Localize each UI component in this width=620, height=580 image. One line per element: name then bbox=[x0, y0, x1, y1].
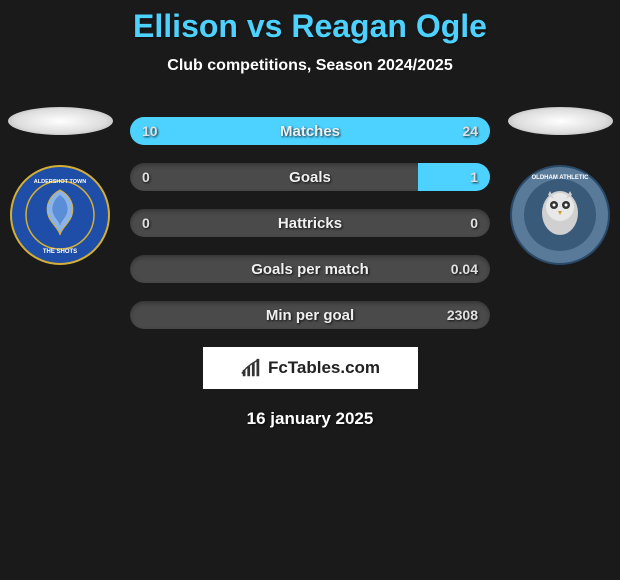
left-club-badge: ALDERSHOT TOWN THE SHOTS bbox=[10, 165, 110, 265]
page-title: Ellison vs Reagan Ogle bbox=[0, 0, 620, 45]
stat-row: 0 Goals 1 bbox=[130, 163, 490, 191]
stat-label: Matches bbox=[280, 123, 340, 140]
stat-label: Min per goal bbox=[266, 307, 354, 324]
subtitle: Club competitions, Season 2024/2025 bbox=[0, 57, 620, 75]
stat-value-left: 10 bbox=[142, 123, 158, 139]
stat-row: Min per goal 2308 bbox=[130, 301, 490, 329]
stat-value-left: 0 bbox=[142, 169, 150, 185]
stat-value-right: 1 bbox=[470, 169, 478, 185]
bar-fill-right bbox=[234, 117, 490, 145]
bar-fill-right bbox=[418, 163, 490, 191]
stat-row: 10 Matches 24 bbox=[130, 117, 490, 145]
svg-text:THE SHOTS: THE SHOTS bbox=[43, 249, 77, 255]
aldershot-badge-icon: ALDERSHOT TOWN THE SHOTS bbox=[10, 165, 110, 265]
svg-text:ALDERSHOT TOWN: ALDERSHOT TOWN bbox=[34, 179, 86, 185]
stat-row: Goals per match 0.04 bbox=[130, 255, 490, 283]
stat-value-right: 24 bbox=[462, 123, 478, 139]
oldham-badge-icon: OLDHAM ATHLETIC bbox=[510, 165, 610, 265]
right-player-col: OLDHAM ATHLETIC bbox=[500, 107, 620, 265]
right-club-badge: OLDHAM ATHLETIC bbox=[510, 165, 610, 265]
brand-box[interactable]: FcTables.com bbox=[203, 347, 418, 389]
date-label: 16 january 2025 bbox=[0, 409, 620, 429]
stats-bars: 10Matches240Goals10Hattricks0Goals per m… bbox=[130, 117, 490, 329]
player-photo-placeholder-right bbox=[508, 107, 613, 135]
stat-row: 0 Hattricks 0 bbox=[130, 209, 490, 237]
left-player-col: ALDERSHOT TOWN THE SHOTS bbox=[0, 107, 120, 265]
stat-value-right: 0 bbox=[470, 215, 478, 231]
stat-value-left: 0 bbox=[142, 215, 150, 231]
brand-text: FcTables.com bbox=[268, 358, 380, 378]
chart-icon bbox=[240, 357, 262, 379]
stat-label: Hattricks bbox=[278, 215, 342, 232]
svg-text:OLDHAM ATHLETIC: OLDHAM ATHLETIC bbox=[532, 175, 590, 181]
stat-value-right: 0.04 bbox=[451, 261, 478, 277]
comparison-content: ALDERSHOT TOWN THE SHOTS OLDHAM ATHLETIC bbox=[0, 117, 620, 429]
stat-label: Goals per match bbox=[251, 261, 369, 278]
stat-value-right: 2308 bbox=[447, 307, 478, 323]
stat-label: Goals bbox=[289, 169, 331, 186]
player-photo-placeholder-left bbox=[8, 107, 113, 135]
